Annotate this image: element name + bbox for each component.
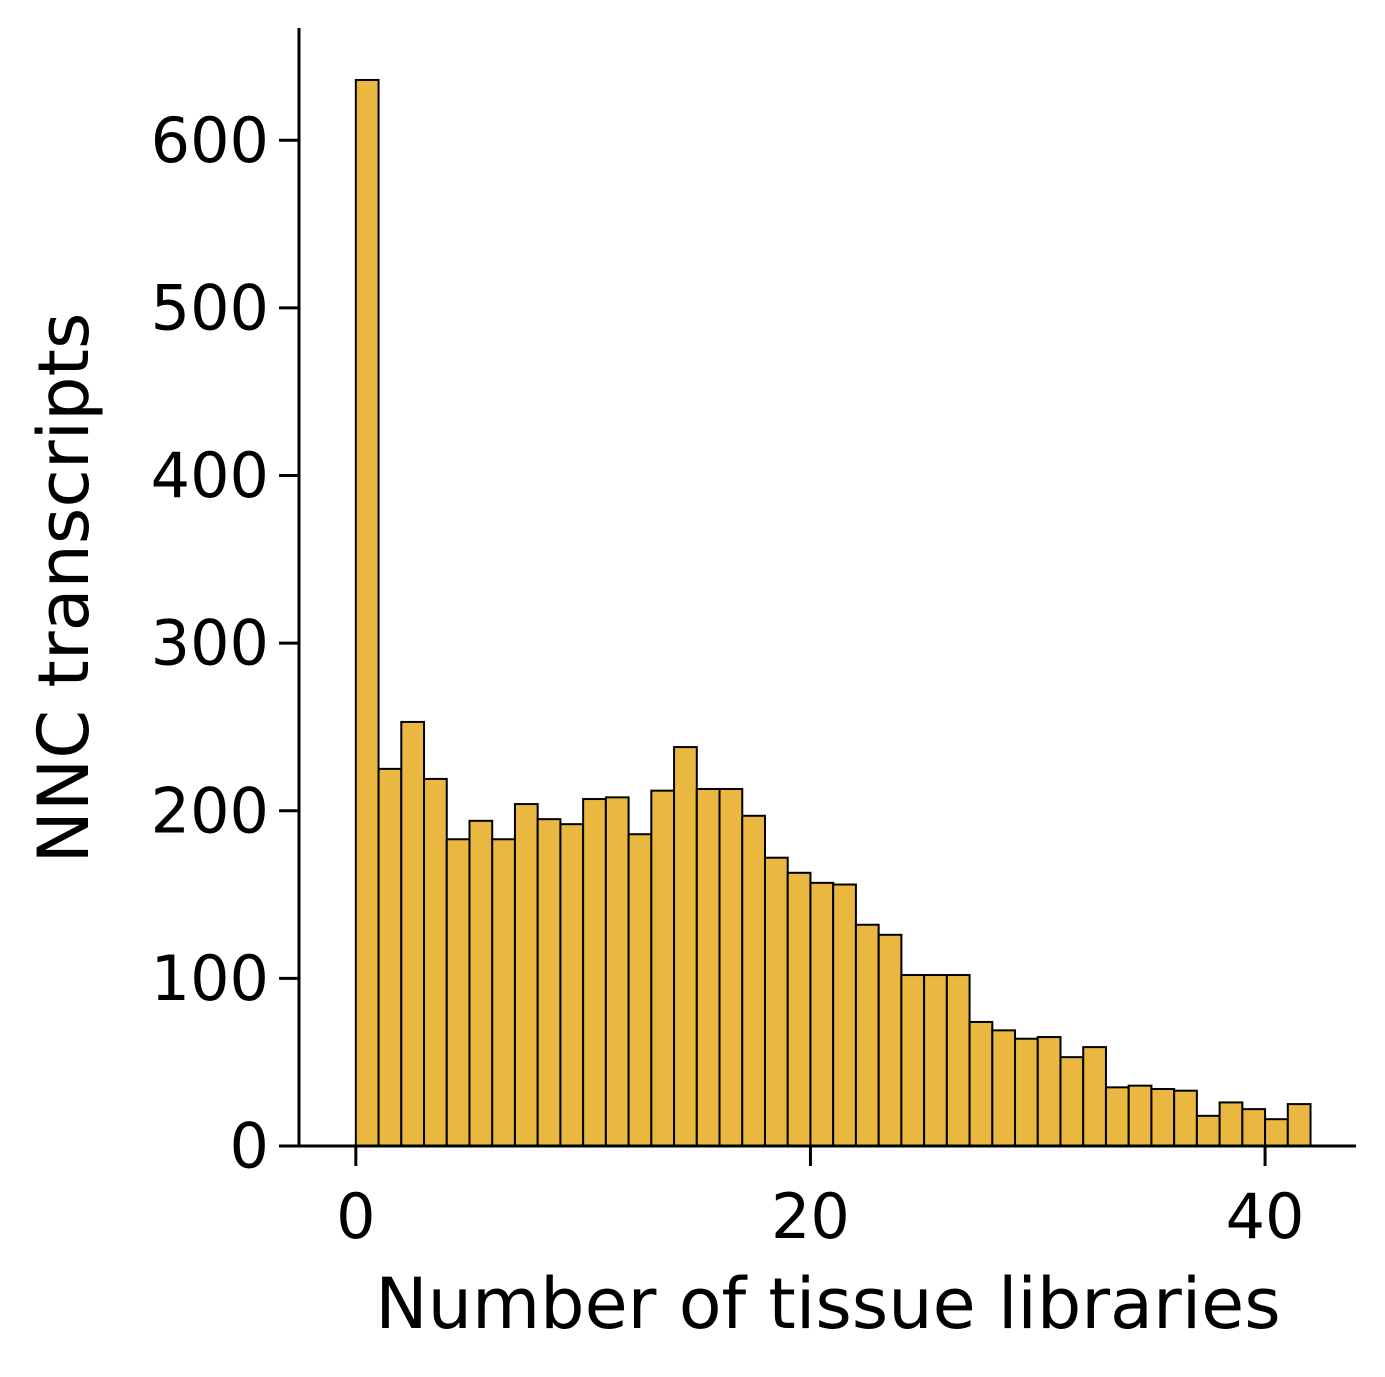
histogram-bar: [400, 720, 426, 1147]
histogram-bar: [1127, 1084, 1153, 1148]
histogram-bar: [1286, 1103, 1312, 1147]
histogram-bar: [513, 803, 539, 1148]
y-axis-title: NNC transcripts: [23, 313, 105, 864]
x-tick-label: 20: [771, 1180, 850, 1253]
histogram-bar: [945, 974, 971, 1148]
x-ticks-group: 0 20 40: [336, 1146, 1305, 1253]
histogram-bar: [1014, 1037, 1039, 1147]
histogram-bar: [1150, 1088, 1176, 1148]
histogram-bar: [1082, 1046, 1107, 1147]
histogram-bar: [1104, 1086, 1130, 1148]
histogram-bar: [468, 819, 494, 1147]
histogram-bar: [809, 881, 835, 1147]
histogram-bar: [991, 1029, 1017, 1148]
histogram-bar: [582, 798, 607, 1147]
y-tick-label: 600: [151, 104, 269, 177]
y-ticks-group: 0 100 200 300 400 500 600: [151, 104, 299, 1183]
histogram-bar: [491, 838, 516, 1148]
y-tick-label: 0: [230, 1110, 269, 1183]
histogram-bar: [650, 789, 676, 1147]
x-axis-title: Number of tissue libraries: [375, 1263, 1280, 1345]
histogram-bar: [673, 746, 698, 1148]
y-tick-label: 400: [151, 439, 269, 512]
histogram-bar: [718, 787, 744, 1148]
histogram-bar: [832, 883, 857, 1147]
histogram-bar: [923, 974, 948, 1148]
y-tick-label: 200: [151, 774, 269, 847]
histogram-bar: [763, 856, 789, 1147]
x-tick-label: 40: [1226, 1180, 1305, 1253]
histogram-bar: [604, 796, 630, 1148]
histogram-bar: [877, 933, 903, 1147]
x-tick-label: 0: [336, 1180, 375, 1253]
histogram-bar: [445, 838, 471, 1148]
bars-group: [354, 78, 1312, 1148]
histogram-bar: [1218, 1101, 1244, 1148]
histogram-bar: [354, 78, 380, 1147]
y-tick-label: 300: [151, 607, 269, 680]
histogram-bar: [1059, 1056, 1085, 1148]
histogram-bar: [377, 767, 403, 1148]
histogram-bar: [900, 974, 926, 1148]
histogram-bar: [786, 871, 812, 1147]
histogram-bar: [741, 814, 766, 1147]
histogram-bar: [1036, 1036, 1062, 1147]
histogram-bar: [695, 787, 721, 1148]
histogram-bar: [1241, 1108, 1267, 1147]
histogram-bar: [423, 777, 448, 1147]
histogram-bar: [1264, 1118, 1289, 1147]
histogram-bar: [1173, 1089, 1198, 1147]
histogram-bar: [854, 923, 880, 1148]
y-tick-label: 100: [151, 942, 269, 1015]
histogram-bar: [1195, 1114, 1221, 1148]
histogram-bar: [536, 818, 562, 1147]
histogram-bar: [627, 833, 653, 1147]
y-tick-label: 500: [151, 271, 269, 344]
histogram-bar: [968, 1020, 994, 1147]
histogram-bar: [559, 823, 585, 1148]
